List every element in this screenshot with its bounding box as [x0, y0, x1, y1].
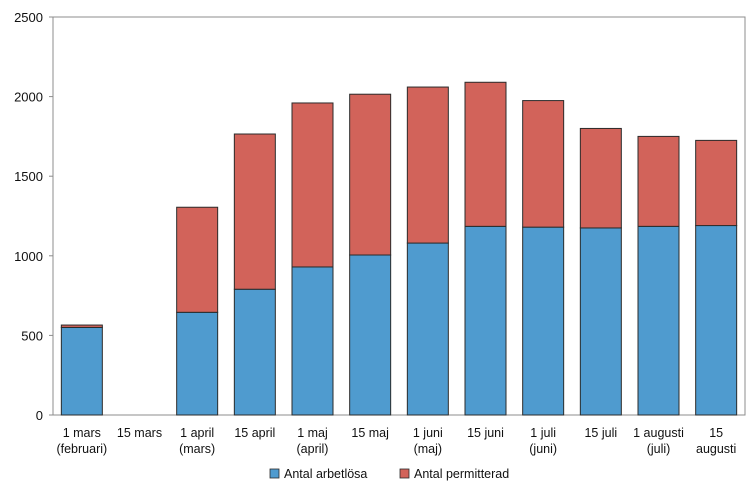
bar-segment-arbetlosa — [349, 254, 392, 416]
bar-segment-arbetlosa — [464, 225, 507, 416]
bar-segment-arbetlosa — [60, 326, 103, 416]
x-tick-label: (mars) — [179, 442, 215, 456]
bar-segment-arbetlosa — [637, 225, 680, 416]
bar-segment-permitterad — [233, 133, 276, 290]
x-tick-label: 15 april — [234, 426, 275, 440]
legend-label: Antal arbetlösa — [284, 467, 367, 481]
x-tick-label: 15 maj — [351, 426, 389, 440]
bar-segment-permitterad — [60, 324, 103, 328]
bar-segment-arbetlosa — [522, 226, 565, 416]
y-tick-label: 1500 — [14, 169, 43, 184]
x-tick-label: 1 juli — [530, 426, 556, 440]
x-tick-label: augusti — [696, 442, 736, 456]
y-tick-label: 1000 — [14, 249, 43, 264]
x-tick-label: (februari) — [56, 442, 107, 456]
bar-segment-arbetlosa — [291, 266, 334, 416]
x-tick-label: 15 mars — [117, 426, 162, 440]
x-tick-label: 1 maj — [297, 426, 328, 440]
x-tick-label: (maj) — [414, 442, 442, 456]
x-tick-label: 1 augusti — [633, 426, 684, 440]
y-tick-label: 0 — [36, 408, 43, 423]
x-tick-label: 15 juni — [467, 426, 504, 440]
x-tick-label: 15 — [709, 426, 723, 440]
legend-swatch — [269, 468, 280, 479]
bar-segment-permitterad — [176, 206, 219, 313]
x-tick-label: 1 juni — [413, 426, 443, 440]
bar-segment-permitterad — [349, 93, 392, 256]
x-tick-label: (juni) — [529, 442, 557, 456]
y-tick-label: 2500 — [14, 10, 43, 25]
x-tick-label: (april) — [297, 442, 329, 456]
y-tick-label: 500 — [21, 328, 43, 343]
bar-segment-permitterad — [637, 135, 680, 227]
x-tick-label: 15 juli — [584, 426, 617, 440]
bar-segment-arbetlosa — [406, 242, 449, 416]
x-tick-label: (juli) — [647, 442, 671, 456]
bar-segment-permitterad — [695, 139, 738, 227]
bar-segment-arbetlosa — [695, 225, 738, 416]
plot-area-frame — [52, 16, 746, 416]
x-tick-label: 1 april — [180, 426, 214, 440]
bar-segment-arbetlosa — [176, 311, 219, 416]
y-tick-label: 2000 — [14, 90, 43, 105]
legend-swatch — [399, 468, 410, 479]
bar-segment-permitterad — [291, 102, 334, 268]
bar-segment-permitterad — [464, 81, 507, 227]
bar-segment-permitterad — [522, 100, 565, 228]
legend-label: Antal permitterad — [414, 467, 509, 481]
bar-segment-permitterad — [579, 127, 622, 229]
bar-segment-permitterad — [406, 86, 449, 244]
bar-segment-arbetlosa — [233, 288, 276, 416]
x-tick-label: 1 mars — [63, 426, 101, 440]
bar-segment-arbetlosa — [579, 227, 622, 416]
